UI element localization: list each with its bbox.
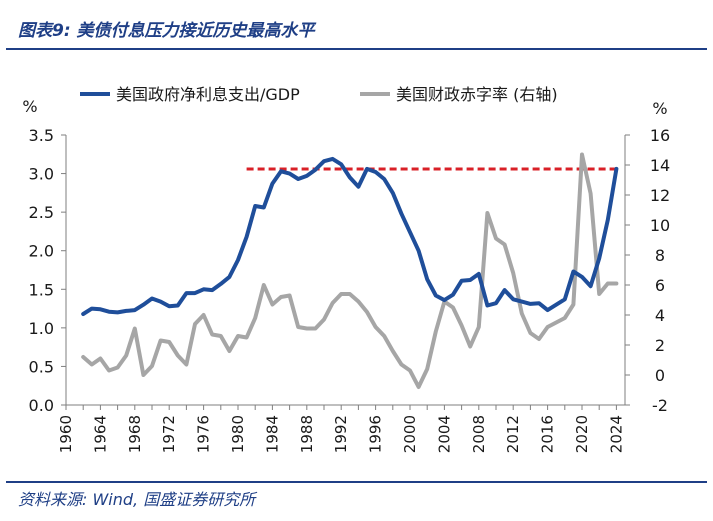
header-rule <box>6 48 707 50</box>
x-tick-label: 1992 <box>332 415 350 453</box>
x-tick-label: 1980 <box>229 415 247 453</box>
series-line-deficit-rate <box>81 152 619 389</box>
left-tick-label: 3.5 <box>29 126 54 145</box>
footer-rule <box>6 481 707 483</box>
legend-label-interest-gdp: 美国政府净利息支出/GDP <box>116 85 300 104</box>
left-tick-label: 2.5 <box>29 203 54 222</box>
x-tick-label: 2020 <box>573 415 591 453</box>
right-tick-label: 10 <box>650 216 670 235</box>
right-tick-label: 2 <box>655 336 665 355</box>
legend-label-deficit-rate: 美国财政赤字率 (右轴) <box>396 85 558 104</box>
x-tick-label: 1988 <box>298 415 316 453</box>
series-layer <box>81 152 619 389</box>
line-chart: 0.0 0.5 1.0 1.5 2.0 2.5 3.0 3.5% -2 0 2 4 6 8 10 12 14 16… <box>22 85 670 453</box>
right-tick-label: 6 <box>655 276 665 295</box>
left-tick-label: 1.5 <box>29 280 54 299</box>
figure-header: 图表9: 美债付息压力接近历史最高水平 <box>6 8 706 48</box>
x-tick-label: 2016 <box>539 415 557 453</box>
x-tick-label: 2024 <box>607 415 625 453</box>
right-tick-label: 16 <box>650 126 670 145</box>
left-tick-label: 0.5 <box>29 357 54 376</box>
right-tick-label: -2 <box>652 396 668 415</box>
x-tick-label: 2008 <box>470 415 488 453</box>
legend: 美国政府净利息支出/GDP 美国财政赤字率 (右轴) <box>80 85 558 104</box>
x-tick-label: 1996 <box>367 415 385 453</box>
axes: 0.0 0.5 1.0 1.5 2.0 2.5 3.0 3.5% -2 0 2 4 6 8 10 12 14 16… <box>22 97 670 453</box>
x-tick-label: 2012 <box>504 415 522 453</box>
x-tick-label: 1968 <box>126 415 144 453</box>
left-tick-label: 3.0 <box>29 165 54 184</box>
x-tick-label: 2000 <box>401 415 419 453</box>
left-tick-label: 2.0 <box>29 242 54 261</box>
figure-title: 图表9: 美债付息压力接近历史最高水平 <box>18 21 315 41</box>
x-tick-label: 1960 <box>57 415 75 453</box>
right-axis-unit: % <box>652 99 667 118</box>
left-tick-label: 0.0 <box>29 396 54 415</box>
source-note: 资料来源: Wind, 国盛证券研究所 <box>18 490 256 509</box>
left-tick-label: 1.0 <box>29 319 54 338</box>
right-tick-label: 14 <box>650 156 670 175</box>
right-tick-label: 4 <box>655 306 665 325</box>
x-tick-label: 1976 <box>195 415 213 453</box>
right-tick-label: 8 <box>655 246 665 265</box>
left-axis-unit: % <box>22 97 37 116</box>
x-tick-label: 1972 <box>160 415 178 453</box>
x-tick-label: 2004 <box>435 415 453 453</box>
x-tick-label: 1984 <box>263 415 281 453</box>
right-tick-label: 0 <box>655 366 665 385</box>
series-line-interest-gdp <box>81 156 619 316</box>
right-tick-label: 12 <box>650 186 670 205</box>
x-tick-label: 1964 <box>91 415 109 453</box>
